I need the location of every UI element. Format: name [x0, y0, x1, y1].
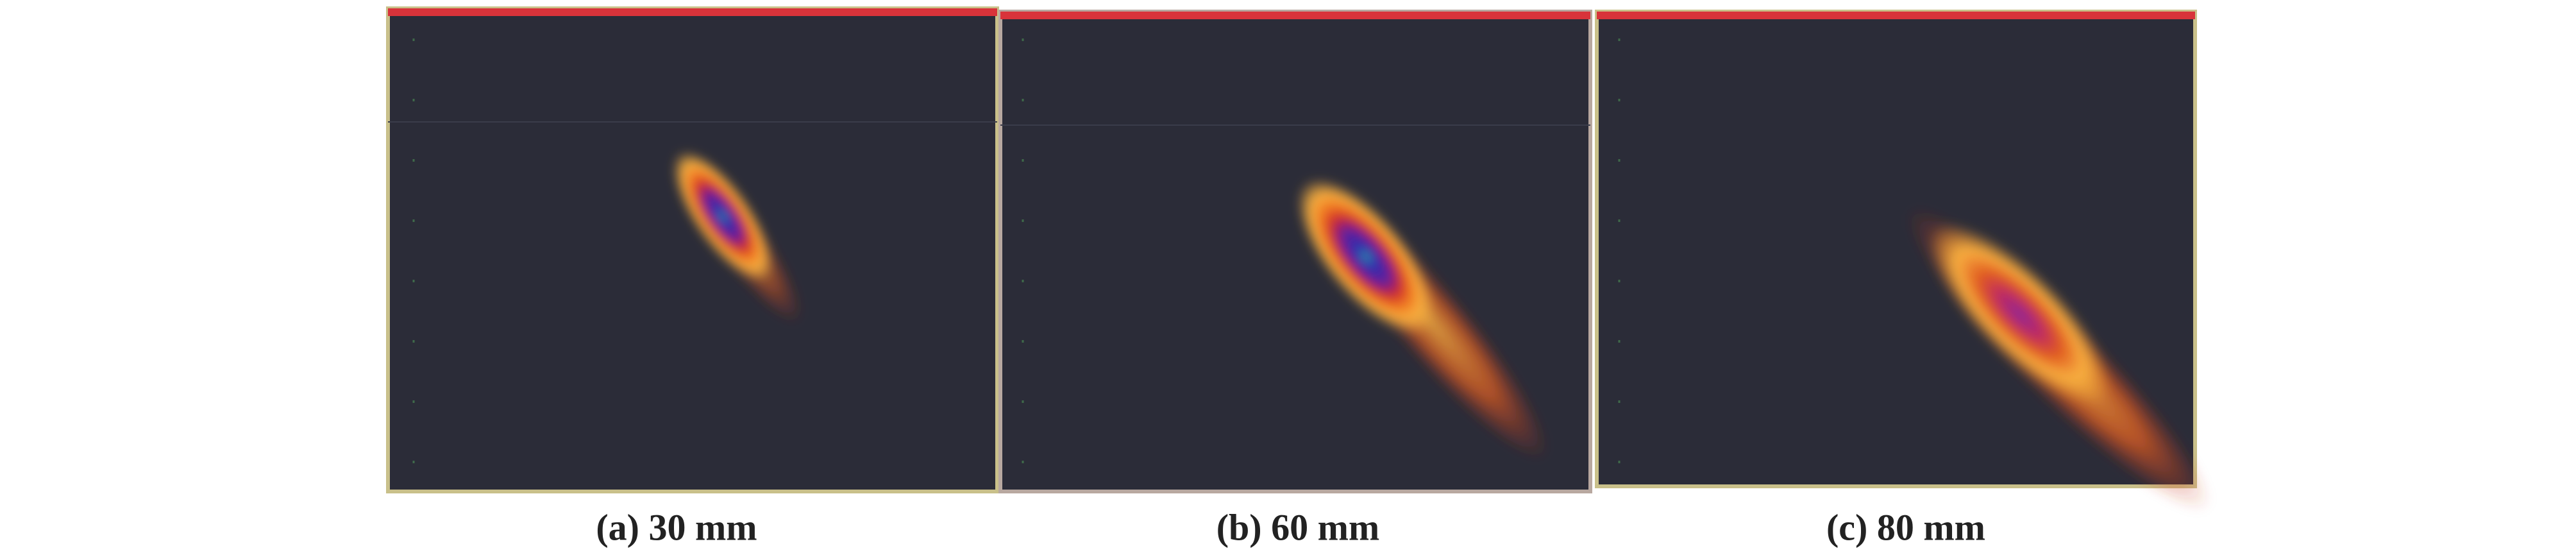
- top-bar: [1000, 12, 1590, 19]
- top-bar: [388, 8, 997, 16]
- panel-frame: [386, 6, 999, 493]
- panel-b: [998, 10, 1592, 493]
- caption: (c) 80 mm: [1826, 506, 1985, 548]
- beam-spot: [673, 151, 803, 324]
- top-bar: [1597, 12, 2195, 19]
- beam-spot: [1297, 178, 1549, 461]
- caption: (b) 60 mm: [1216, 506, 1380, 548]
- beam-spot: [1906, 207, 2211, 512]
- caption: (a) 30 mm: [596, 506, 757, 548]
- panel-c: [1595, 10, 2211, 512]
- panel-a: [386, 6, 999, 493]
